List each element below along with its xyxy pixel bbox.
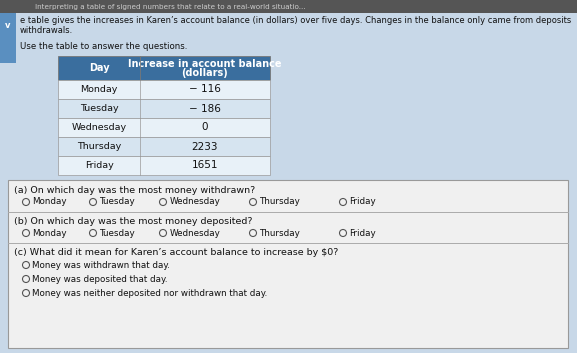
Text: 0: 0 xyxy=(202,122,208,132)
Text: Friday: Friday xyxy=(350,228,376,238)
Text: (c) What did it mean for Karen’s account balance to increase by $0?: (c) What did it mean for Karen’s account… xyxy=(14,248,338,257)
Text: v: v xyxy=(5,22,11,30)
Text: Wednesday: Wednesday xyxy=(72,123,126,132)
Text: Increase in account balance: Increase in account balance xyxy=(128,59,282,69)
Text: (a) On which day was the most money withdrawn?: (a) On which day was the most money with… xyxy=(14,186,255,195)
Bar xyxy=(58,56,270,80)
Text: Thursday: Thursday xyxy=(260,197,300,207)
Text: Money was deposited that day.: Money was deposited that day. xyxy=(32,275,168,283)
Text: (dollars): (dollars) xyxy=(182,68,228,78)
Text: Monday: Monday xyxy=(80,85,118,94)
Bar xyxy=(8,180,568,348)
Bar xyxy=(58,156,270,175)
Text: Thursday: Thursday xyxy=(77,142,121,151)
Text: Monday: Monday xyxy=(32,197,67,207)
Text: withdrawals.: withdrawals. xyxy=(20,26,73,35)
Text: Day: Day xyxy=(89,63,109,73)
Text: − 116: − 116 xyxy=(189,84,221,95)
Bar xyxy=(0,0,577,13)
Text: Use the table to answer the questions.: Use the table to answer the questions. xyxy=(20,42,188,51)
Text: Tuesday: Tuesday xyxy=(80,104,118,113)
Text: Wednesday: Wednesday xyxy=(170,197,220,207)
Text: 1651: 1651 xyxy=(192,161,218,170)
Text: (b) On which day was the most money deposited?: (b) On which day was the most money depo… xyxy=(14,217,253,226)
Bar xyxy=(58,80,270,99)
Text: Interpreting a table of signed numbers that relate to a real-world situatio...: Interpreting a table of signed numbers t… xyxy=(35,4,305,10)
Text: Tuesday: Tuesday xyxy=(99,228,135,238)
Text: − 186: − 186 xyxy=(189,103,221,114)
Text: Wednesday: Wednesday xyxy=(170,228,220,238)
Text: 2233: 2233 xyxy=(192,142,218,151)
Text: Money was withdrawn that day.: Money was withdrawn that day. xyxy=(32,261,170,269)
Text: Monday: Monday xyxy=(32,228,67,238)
Text: e table gives the increases in Karen’s account balance (in dollars) over five da: e table gives the increases in Karen’s a… xyxy=(20,16,571,25)
Bar xyxy=(58,137,270,156)
Bar xyxy=(58,118,270,137)
Bar xyxy=(0,13,16,63)
Text: Friday: Friday xyxy=(85,161,113,170)
Text: Friday: Friday xyxy=(350,197,376,207)
Bar xyxy=(58,99,270,118)
Text: Thursday: Thursday xyxy=(260,228,300,238)
Text: Tuesday: Tuesday xyxy=(99,197,135,207)
Text: Money was neither deposited nor withdrawn that day.: Money was neither deposited nor withdraw… xyxy=(32,288,268,298)
